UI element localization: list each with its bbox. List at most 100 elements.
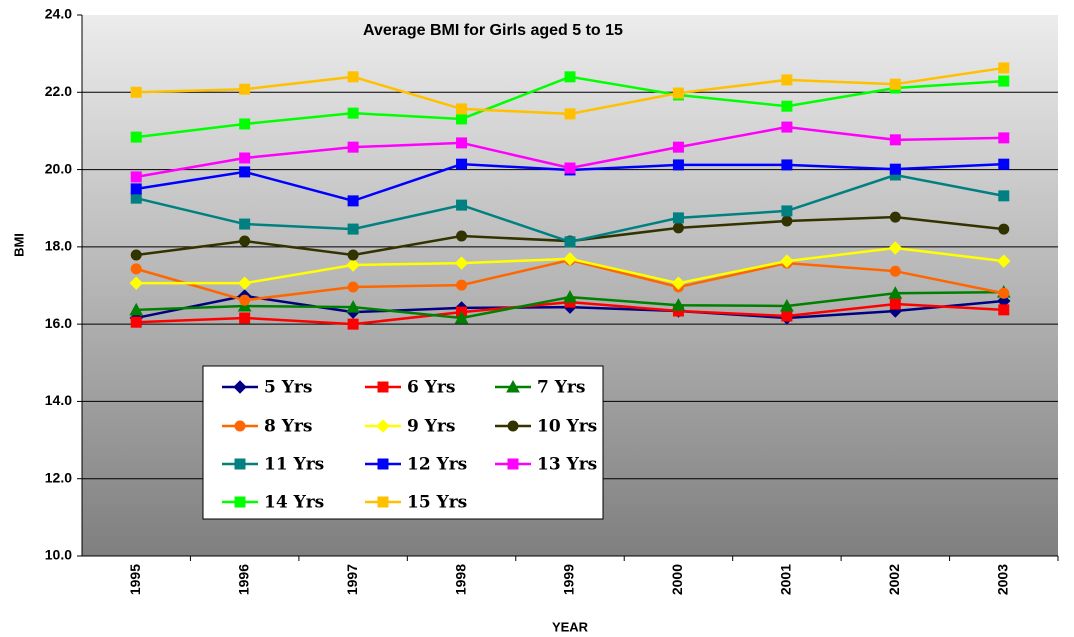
data-point xyxy=(563,252,577,266)
data-point xyxy=(347,318,359,330)
data-point xyxy=(237,276,252,290)
legend-marker xyxy=(234,458,246,470)
data-point xyxy=(456,199,468,211)
data-point xyxy=(889,163,901,175)
y-tick-label: 14.0 xyxy=(45,392,72,408)
legend-marker xyxy=(377,496,389,508)
data-point xyxy=(780,298,794,312)
legend xyxy=(202,365,604,520)
legend-marker xyxy=(377,458,389,470)
data-point xyxy=(889,78,901,90)
data-point xyxy=(347,141,359,153)
data-point xyxy=(239,294,251,306)
data-point xyxy=(347,249,359,261)
data-point xyxy=(998,158,1010,170)
legend-marker xyxy=(377,381,389,393)
legend-marker xyxy=(506,379,520,393)
legend-label: 14 Yrs xyxy=(264,493,324,513)
data-point xyxy=(889,134,901,146)
x-tick-label: 1996 xyxy=(235,564,251,595)
x-tick-label: 2002 xyxy=(886,564,902,595)
data-point xyxy=(129,302,144,316)
data-point xyxy=(998,62,1010,74)
data-point xyxy=(347,195,359,207)
data-point xyxy=(130,249,142,261)
data-point xyxy=(781,159,793,171)
data-point xyxy=(130,263,142,275)
legend-label: 9 Yrs xyxy=(407,417,455,437)
data-point xyxy=(130,192,142,204)
data-point xyxy=(239,235,251,247)
data-point xyxy=(781,215,793,227)
data-point xyxy=(998,304,1010,316)
data-point xyxy=(456,103,468,115)
data-point xyxy=(997,254,1011,268)
data-point xyxy=(347,281,359,293)
data-point xyxy=(672,87,684,99)
data-point xyxy=(456,137,468,149)
data-point xyxy=(347,71,359,83)
data-point xyxy=(239,218,251,230)
legend-label: 10 Yrs xyxy=(537,417,597,437)
data-point xyxy=(781,100,793,112)
data-point xyxy=(888,241,903,255)
data-point xyxy=(888,286,903,299)
data-point xyxy=(130,86,142,98)
data-point xyxy=(346,258,360,272)
legend-label: 5 Yrs xyxy=(264,378,312,398)
data-point xyxy=(130,316,142,328)
data-point xyxy=(781,205,793,217)
y-axis-label: BMI xyxy=(11,233,26,257)
data-point xyxy=(239,312,251,324)
data-point xyxy=(781,121,793,133)
data-point xyxy=(454,310,469,324)
y-tick-label: 16.0 xyxy=(45,315,72,331)
data-point xyxy=(456,158,468,170)
x-tick-label: 1995 xyxy=(127,564,143,595)
x-tick-label: 2000 xyxy=(669,564,685,595)
data-point xyxy=(780,254,794,268)
x-tick-label: 1999 xyxy=(561,564,577,595)
data-point xyxy=(130,171,142,183)
legend-label: 13 Yrs xyxy=(537,455,597,475)
data-point xyxy=(347,107,359,119)
data-point xyxy=(672,222,684,234)
data-point xyxy=(998,287,1010,299)
data-point xyxy=(564,108,576,120)
x-axis-label: YEAR xyxy=(552,619,589,634)
data-point xyxy=(889,298,901,310)
chart-title: Average BMI for Girls aged 5 to 15 xyxy=(363,22,623,39)
data-point xyxy=(129,276,143,290)
data-point xyxy=(347,223,359,235)
y-tick-label: 20.0 xyxy=(45,160,72,176)
legend-label: 6 Yrs xyxy=(407,378,455,398)
data-point xyxy=(456,279,468,291)
data-point xyxy=(564,71,576,83)
y-tick-label: 18.0 xyxy=(45,238,72,254)
data-point xyxy=(998,132,1010,144)
legend-label: 12 Yrs xyxy=(407,455,467,475)
data-point xyxy=(454,256,469,270)
x-tick-label: 2001 xyxy=(778,564,794,595)
data-point xyxy=(998,223,1010,235)
data-point xyxy=(130,183,142,195)
data-point xyxy=(456,230,468,242)
data-point xyxy=(998,190,1010,202)
legend-marker xyxy=(234,420,246,432)
data-point xyxy=(672,141,684,153)
data-point xyxy=(889,265,901,277)
data-point xyxy=(239,118,251,130)
data-point xyxy=(998,75,1010,87)
y-tick-label: 10.0 xyxy=(45,547,72,563)
data-point xyxy=(239,83,251,95)
data-point xyxy=(563,290,577,303)
legend-marker xyxy=(507,458,519,470)
data-point xyxy=(239,152,251,164)
legend-label: 7 Yrs xyxy=(537,378,585,398)
legend-label: 15 Yrs xyxy=(407,493,467,513)
legend-marker xyxy=(234,496,246,508)
x-tick-label: 1998 xyxy=(452,564,468,595)
x-tick-label: 1997 xyxy=(344,564,360,595)
data-point xyxy=(672,212,684,224)
